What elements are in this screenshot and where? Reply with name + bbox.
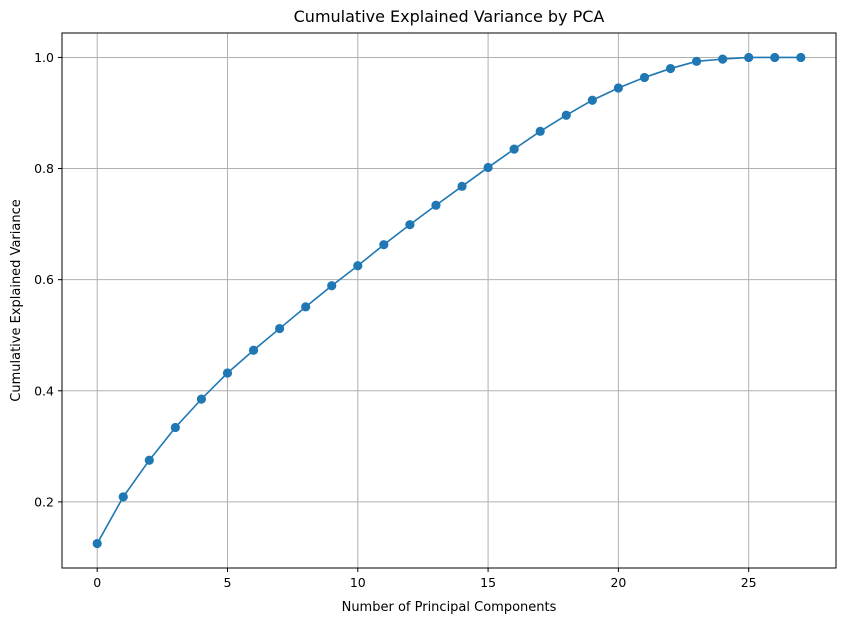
data-point: [196, 394, 207, 404]
x-tick-label: 25: [741, 575, 757, 590]
y-tick-label: 1.0: [34, 50, 54, 65]
data-point: [613, 83, 623, 93]
grid-lines: [62, 33, 836, 568]
data-point: [248, 345, 259, 355]
data-point: [170, 422, 180, 433]
x-axis-label: Number of Principal Components: [342, 600, 557, 615]
y-axis-label: Cumulative Explained Variance: [9, 199, 24, 401]
data-point: [744, 52, 754, 63]
axis-ticks: 0 5 10 15 20 25 0.2 0.4 0.6 0.8 1.0: [34, 50, 757, 590]
data-point: [561, 110, 571, 120]
data-point: [275, 323, 285, 334]
data-point: [327, 281, 337, 291]
y-tick-label: 0.2: [34, 494, 54, 509]
data-point: [535, 126, 545, 136]
data-point: [691, 56, 702, 66]
data-point: [639, 72, 650, 83]
series-line: [96, 56, 801, 544]
x-tick-label: 15: [480, 575, 496, 590]
y-tick-label: 0.6: [34, 272, 54, 287]
data-point: [665, 63, 676, 74]
x-tick-label: 0: [93, 575, 101, 590]
data-point: [431, 200, 441, 210]
data-point: [796, 52, 806, 63]
plot-frame: [61, 32, 837, 569]
data-point: [301, 302, 311, 312]
data-point: [587, 95, 597, 105]
data-point: [405, 220, 415, 230]
chart-title: Cumulative Explained Variance by PCA: [294, 7, 605, 26]
data-point: [718, 54, 728, 64]
data-point: [92, 538, 102, 549]
data-point: [118, 492, 128, 502]
x-tick-label: 20: [610, 575, 626, 590]
data-point: [353, 261, 363, 271]
x-tick-label: 5: [224, 575, 232, 590]
x-tick-label: 10: [350, 575, 366, 590]
data-point: [379, 240, 389, 250]
data-point: [144, 455, 154, 465]
y-tick-label: 0.8: [34, 161, 54, 176]
data-point: [457, 181, 467, 191]
data-point: [483, 162, 493, 173]
data-point: [770, 52, 780, 63]
data-point: [222, 368, 233, 378]
y-tick-label: 0.4: [34, 383, 54, 398]
series-layer: [92, 52, 806, 549]
data-point: [509, 144, 519, 154]
